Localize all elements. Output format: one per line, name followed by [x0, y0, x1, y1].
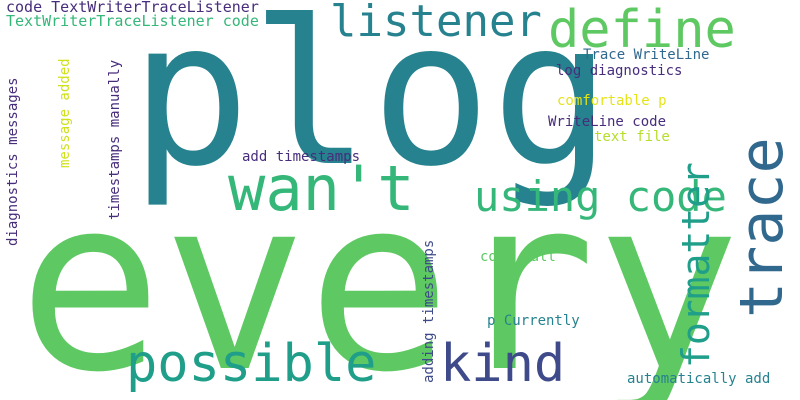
word-code-textwritertracelistener: code TextWriterTraceListener	[6, 0, 259, 16]
word-wan-t: wan't	[228, 152, 415, 225]
word-formatter: formatter	[674, 162, 718, 368]
word-timestamps-manually: timestamps manually	[107, 59, 123, 220]
word-p-currently: p Currently	[487, 313, 580, 329]
word-define: define	[548, 0, 736, 60]
word-textwritertracelistener-code: TextWriterTraceListener code	[6, 12, 259, 30]
word-trace-writeline: Trace WriteLine	[583, 47, 710, 63]
word-kind: kind	[440, 334, 566, 394]
word-automatically-add: automatically add	[627, 371, 771, 387]
word-text-file: text file	[594, 129, 670, 145]
word-message-added: message added	[57, 58, 73, 168]
word-code-call: code call	[480, 249, 556, 265]
word-add-timestamps: add timestamps	[242, 149, 361, 165]
word-every: every	[18, 145, 741, 400]
word-using-code: using code	[474, 172, 727, 221]
word-plog: plog	[130, 0, 612, 211]
word-writeline-code: WriteLine code	[548, 114, 667, 130]
word-possible: possible	[126, 334, 377, 394]
word-adding-timestamps: adding timestamps	[421, 239, 437, 383]
word-comfortable-p: comfortable p	[557, 93, 667, 109]
word-listener: listener	[330, 0, 542, 47]
word-diagnostics-messages: diagnostics messages	[5, 77, 21, 246]
word-trace: trace	[727, 137, 797, 318]
word-log-diagnostics: log diagnostics	[556, 63, 683, 79]
